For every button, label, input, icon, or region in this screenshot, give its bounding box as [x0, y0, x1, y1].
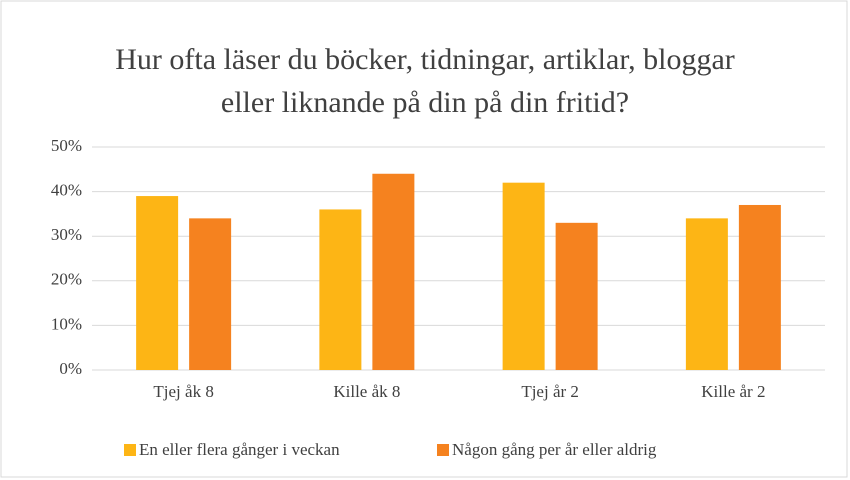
legend-label: Någon gång per år eller aldrig — [452, 440, 657, 459]
y-tick-label: 40% — [51, 181, 82, 200]
chart-title: Hur ofta läser du böcker, tidningar, art… — [115, 43, 735, 119]
bar — [372, 173, 415, 370]
y-tick-label: 10% — [51, 314, 82, 333]
x-tick-label: Tjej år 2 — [521, 382, 579, 401]
x-tick-label: Tjej åk 8 — [153, 382, 213, 401]
legend-swatch — [437, 444, 449, 456]
bar — [502, 182, 545, 370]
bar — [189, 218, 232, 370]
y-tick-label: 50% — [51, 136, 82, 155]
bar — [136, 196, 179, 370]
legend-label: En eller flera gånger i veckan — [139, 440, 340, 459]
bar — [555, 222, 598, 370]
y-tick-label: 20% — [51, 270, 82, 289]
x-tick-label: Kille åk 8 — [333, 382, 400, 401]
bar — [685, 218, 728, 370]
y-tick-label: 30% — [51, 225, 82, 244]
y-tick-label: 0% — [59, 359, 82, 378]
legend-swatch — [124, 444, 136, 456]
bar — [738, 204, 781, 370]
bar — [319, 209, 362, 370]
x-tick-label: Kille år 2 — [701, 382, 765, 401]
